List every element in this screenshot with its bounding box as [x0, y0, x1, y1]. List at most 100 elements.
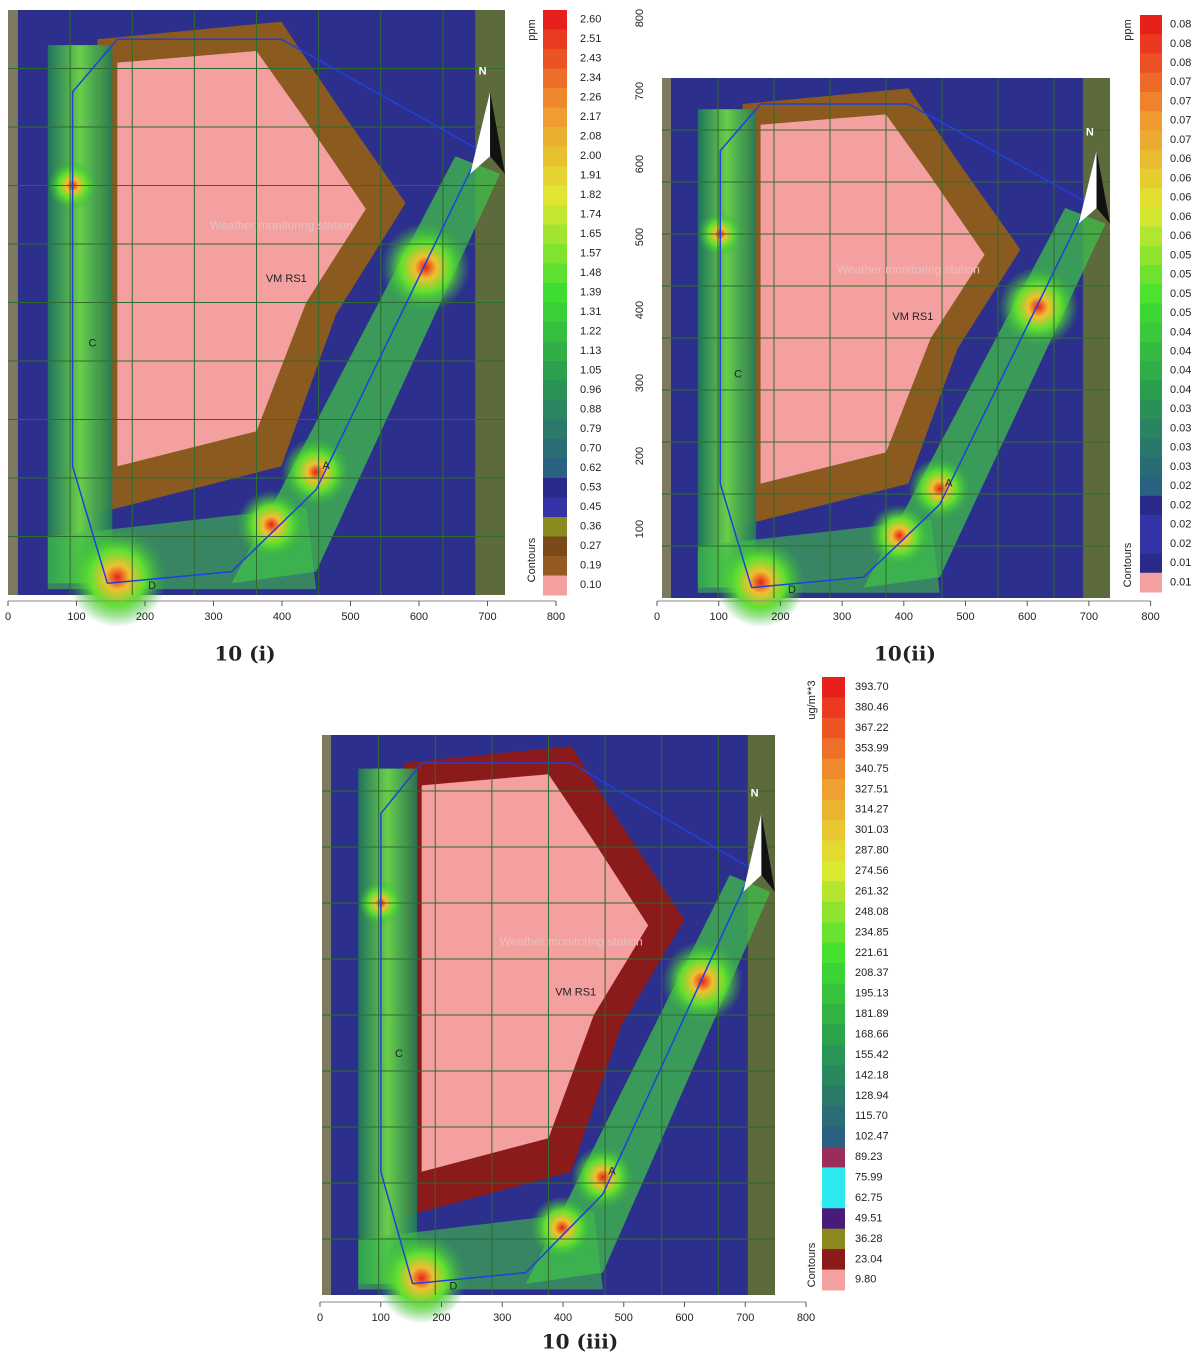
legend-swatch — [822, 1127, 845, 1148]
hotspot — [571, 1146, 634, 1209]
legend-swatch — [543, 556, 567, 576]
legend-label: 0.10 — [580, 579, 601, 591]
legend-swatch — [1140, 438, 1162, 458]
x-tick-label: 200 — [771, 611, 789, 623]
legend-label: 142.18 — [855, 1069, 889, 1081]
y-tick-label: 400 — [634, 301, 646, 319]
legend-label: 0.03 — [1170, 403, 1191, 415]
legend-swatch — [822, 1065, 845, 1086]
legend-swatch — [543, 322, 567, 342]
legend-label: 0.07 — [1170, 76, 1191, 88]
legend-label: 2.43 — [580, 53, 601, 65]
y-tick-label: 800 — [634, 9, 646, 27]
legend-label: 0.02 — [1170, 519, 1191, 531]
legend-swatch — [1140, 92, 1162, 112]
legend-label: 0.79 — [580, 423, 601, 435]
legend-swatch — [543, 225, 567, 245]
legend-swatch — [543, 88, 567, 108]
legend-label: 155.42 — [855, 1049, 889, 1061]
legend-label: 2.34 — [580, 72, 601, 84]
legend-label: 0.03 — [1170, 422, 1191, 434]
legend-label: 62.75 — [855, 1192, 883, 1204]
map-label: D — [148, 580, 156, 592]
legend-swatch — [1140, 477, 1162, 497]
legend-swatch — [543, 49, 567, 69]
x-tick-label: 100 — [710, 611, 728, 623]
y-tick-label: 700 — [634, 82, 646, 100]
legend-swatch — [1140, 246, 1162, 266]
legend-swatch — [543, 186, 567, 206]
legend-label: 353.99 — [855, 742, 889, 754]
legend-swatch — [543, 420, 567, 440]
x-tick-label: 0 — [654, 611, 660, 623]
legend-label: 327.51 — [855, 783, 889, 795]
legend-label: 2.51 — [580, 33, 601, 45]
legend-label: 195.13 — [855, 988, 889, 1000]
legend-label: 9.80 — [855, 1274, 876, 1286]
caption: 10 (i) — [214, 642, 275, 666]
legend-swatch — [822, 1086, 845, 1107]
legend-label: 1.57 — [580, 248, 601, 260]
legend-swatch — [543, 498, 567, 518]
legend-swatch — [1140, 111, 1162, 131]
y-tick-label: 200 — [634, 447, 646, 465]
legend-swatch — [1140, 207, 1162, 227]
legend-label: 261.32 — [855, 885, 889, 897]
legend-label: 301.03 — [855, 824, 889, 836]
legend-swatch — [822, 800, 845, 821]
x-tick-label: 300 — [204, 611, 222, 623]
legend-swatch — [543, 576, 567, 596]
legend-swatch — [1140, 169, 1162, 189]
legend-swatch — [543, 342, 567, 362]
legend-label: 0.07 — [1170, 115, 1191, 127]
legend-label: 393.70 — [855, 681, 889, 693]
legend-swatch — [543, 478, 567, 498]
legend-swatch — [543, 537, 567, 557]
legend-swatch — [543, 166, 567, 186]
legend-swatch — [822, 1024, 845, 1045]
legend-label: 1.39 — [580, 287, 601, 299]
legend-swatch — [543, 400, 567, 420]
legend-label: 0.53 — [580, 482, 601, 494]
map-label: VM RS1 — [892, 311, 933, 323]
legend-swatch — [1140, 304, 1162, 324]
legend-swatch — [543, 108, 567, 128]
x-tick-label: 800 — [797, 1312, 815, 1324]
legend-label: 0.05 — [1170, 307, 1191, 319]
legend-swatch — [1140, 227, 1162, 247]
legend-label: 0.36 — [580, 521, 601, 533]
legend-label: 0.07 — [1170, 95, 1191, 107]
hotspot — [868, 504, 931, 567]
y-tick-label: 100 — [634, 520, 646, 538]
legend-swatch — [822, 1229, 845, 1250]
hotspot — [376, 1233, 467, 1324]
legend-label: 0.04 — [1170, 345, 1191, 357]
legend-swatch — [1140, 573, 1162, 593]
x-tick-label: 400 — [273, 611, 291, 623]
hotspot — [381, 223, 470, 312]
legend-label: 1.05 — [580, 365, 601, 377]
legend-label: 367.22 — [855, 722, 889, 734]
legend-swatch — [822, 840, 845, 861]
legend-label: 0.03 — [1170, 461, 1191, 473]
legend-label: 0.02 — [1170, 480, 1191, 492]
legend-label: 0.04 — [1170, 384, 1191, 396]
legend-swatch — [1140, 73, 1162, 93]
legend-swatch — [822, 1147, 845, 1168]
x-tick-label: 200 — [136, 611, 154, 623]
legend-label: 340.75 — [855, 763, 889, 775]
legend-title: Contours — [806, 1242, 818, 1287]
green-band — [48, 45, 113, 583]
legend-label: 208.37 — [855, 967, 889, 979]
legend-label: 0.04 — [1170, 365, 1191, 377]
legend-swatch — [822, 697, 845, 718]
hotspot — [662, 941, 744, 1023]
legend-label: 1.82 — [580, 189, 601, 201]
legend-label: 75.99 — [855, 1172, 883, 1184]
legend-swatch — [822, 820, 845, 841]
legend-swatch — [1140, 380, 1162, 400]
x-tick-label: 300 — [833, 611, 851, 623]
legend-label: 234.85 — [855, 926, 889, 938]
x-tick-label: 700 — [736, 1312, 754, 1324]
